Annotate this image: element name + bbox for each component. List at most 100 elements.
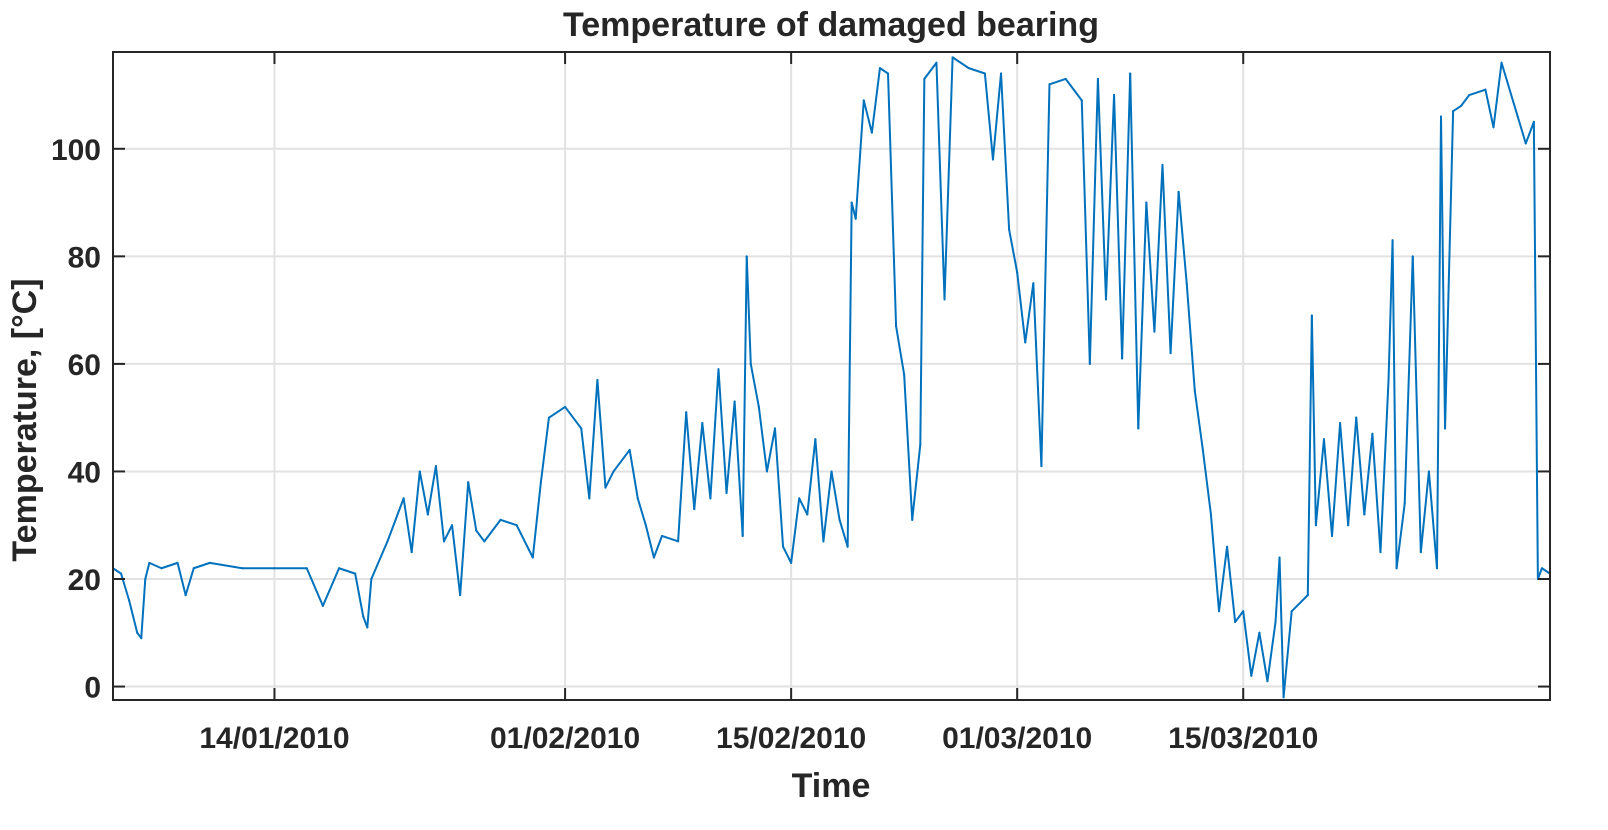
data-point [434,465,437,468]
data-point [370,578,373,580]
y-axis-label: Temperature, [°C] [6,278,44,561]
data-point [1391,239,1394,242]
line-segment [903,373,914,521]
line-segment [321,567,341,607]
data-point [757,405,760,408]
data-point [305,567,308,570]
data-point [1096,77,1099,80]
data-point [733,400,736,403]
data-point [943,298,946,301]
data-point [862,99,865,102]
line-segment [628,448,639,500]
data-point [677,540,680,543]
line-segment [717,368,728,494]
data-point [1310,314,1313,317]
line-segment [644,524,655,559]
line-segment [1032,282,1043,468]
line-segment [822,470,833,543]
data-point [1419,551,1422,554]
data-point [1371,432,1374,435]
line-segment [1016,271,1027,344]
data-point [467,481,470,484]
line-segment [1379,379,1390,554]
data-point [386,540,389,543]
data-point [176,561,179,564]
line-segment [790,497,801,564]
line-segment [765,427,776,473]
line-segment [1137,201,1148,430]
data-point [140,637,143,640]
data-point [1339,422,1342,425]
data-point [184,594,187,597]
data-point [442,540,445,543]
line-segment [798,497,809,516]
line-segment [1435,115,1443,570]
data-point [903,373,906,376]
data-point [1524,142,1527,145]
line-segment [660,534,680,543]
line-segment [1104,94,1116,301]
line-segment [1169,190,1180,355]
line-segment [1290,594,1309,613]
data-point [410,551,413,554]
data-point [1282,696,1285,699]
data-point [564,405,567,408]
x-tick-label: 15/02/2010 [716,722,866,755]
line-segment [1363,432,1374,516]
line-segment [911,443,922,521]
data-point [725,491,728,494]
line-segment [426,465,437,516]
line-segment [923,61,938,80]
line-segment [725,400,736,494]
data-point [144,578,147,580]
line-segment [1440,115,1447,430]
data-point [483,540,486,543]
data-point [338,567,341,570]
data-point [1363,513,1366,516]
line-segment [140,578,147,640]
data-point [1355,416,1358,419]
line-segment [741,255,748,537]
data-point [1395,567,1398,570]
data-point [749,362,752,365]
data-point [1484,88,1487,91]
line-segment [652,534,663,559]
x-tick-label: 01/02/2010 [490,722,640,755]
line-segment [1500,61,1519,118]
data-point [1314,524,1317,527]
data-point [782,545,785,548]
line-segment [1532,120,1539,580]
line-segment [1322,438,1334,537]
data-point [1145,201,1148,204]
line-segment [1524,120,1535,145]
line-segment [580,427,591,500]
line-segment [459,481,470,597]
line-segment [148,561,163,570]
line-segment [733,400,744,537]
line-segment [1411,255,1422,554]
data-point [1250,674,1253,677]
line-segment [1096,77,1107,301]
line-segment [1153,163,1164,333]
data-point [846,545,849,548]
data-point [923,77,926,80]
line-segment [1540,567,1551,575]
line-segment [128,599,139,634]
data-point [1064,77,1067,80]
data-point [1306,594,1309,597]
line-segment [1355,416,1366,516]
data-point [822,540,825,543]
data-point [830,470,833,473]
line-segment [1024,282,1035,344]
data-point [1234,621,1237,624]
line-segment [531,481,542,559]
line-segment [1460,94,1471,107]
data-point [1048,83,1051,86]
data-point [531,556,534,559]
line-segment [176,561,187,597]
data-point [1403,502,1406,505]
data-point [1411,255,1414,258]
line-segment [1000,72,1011,231]
